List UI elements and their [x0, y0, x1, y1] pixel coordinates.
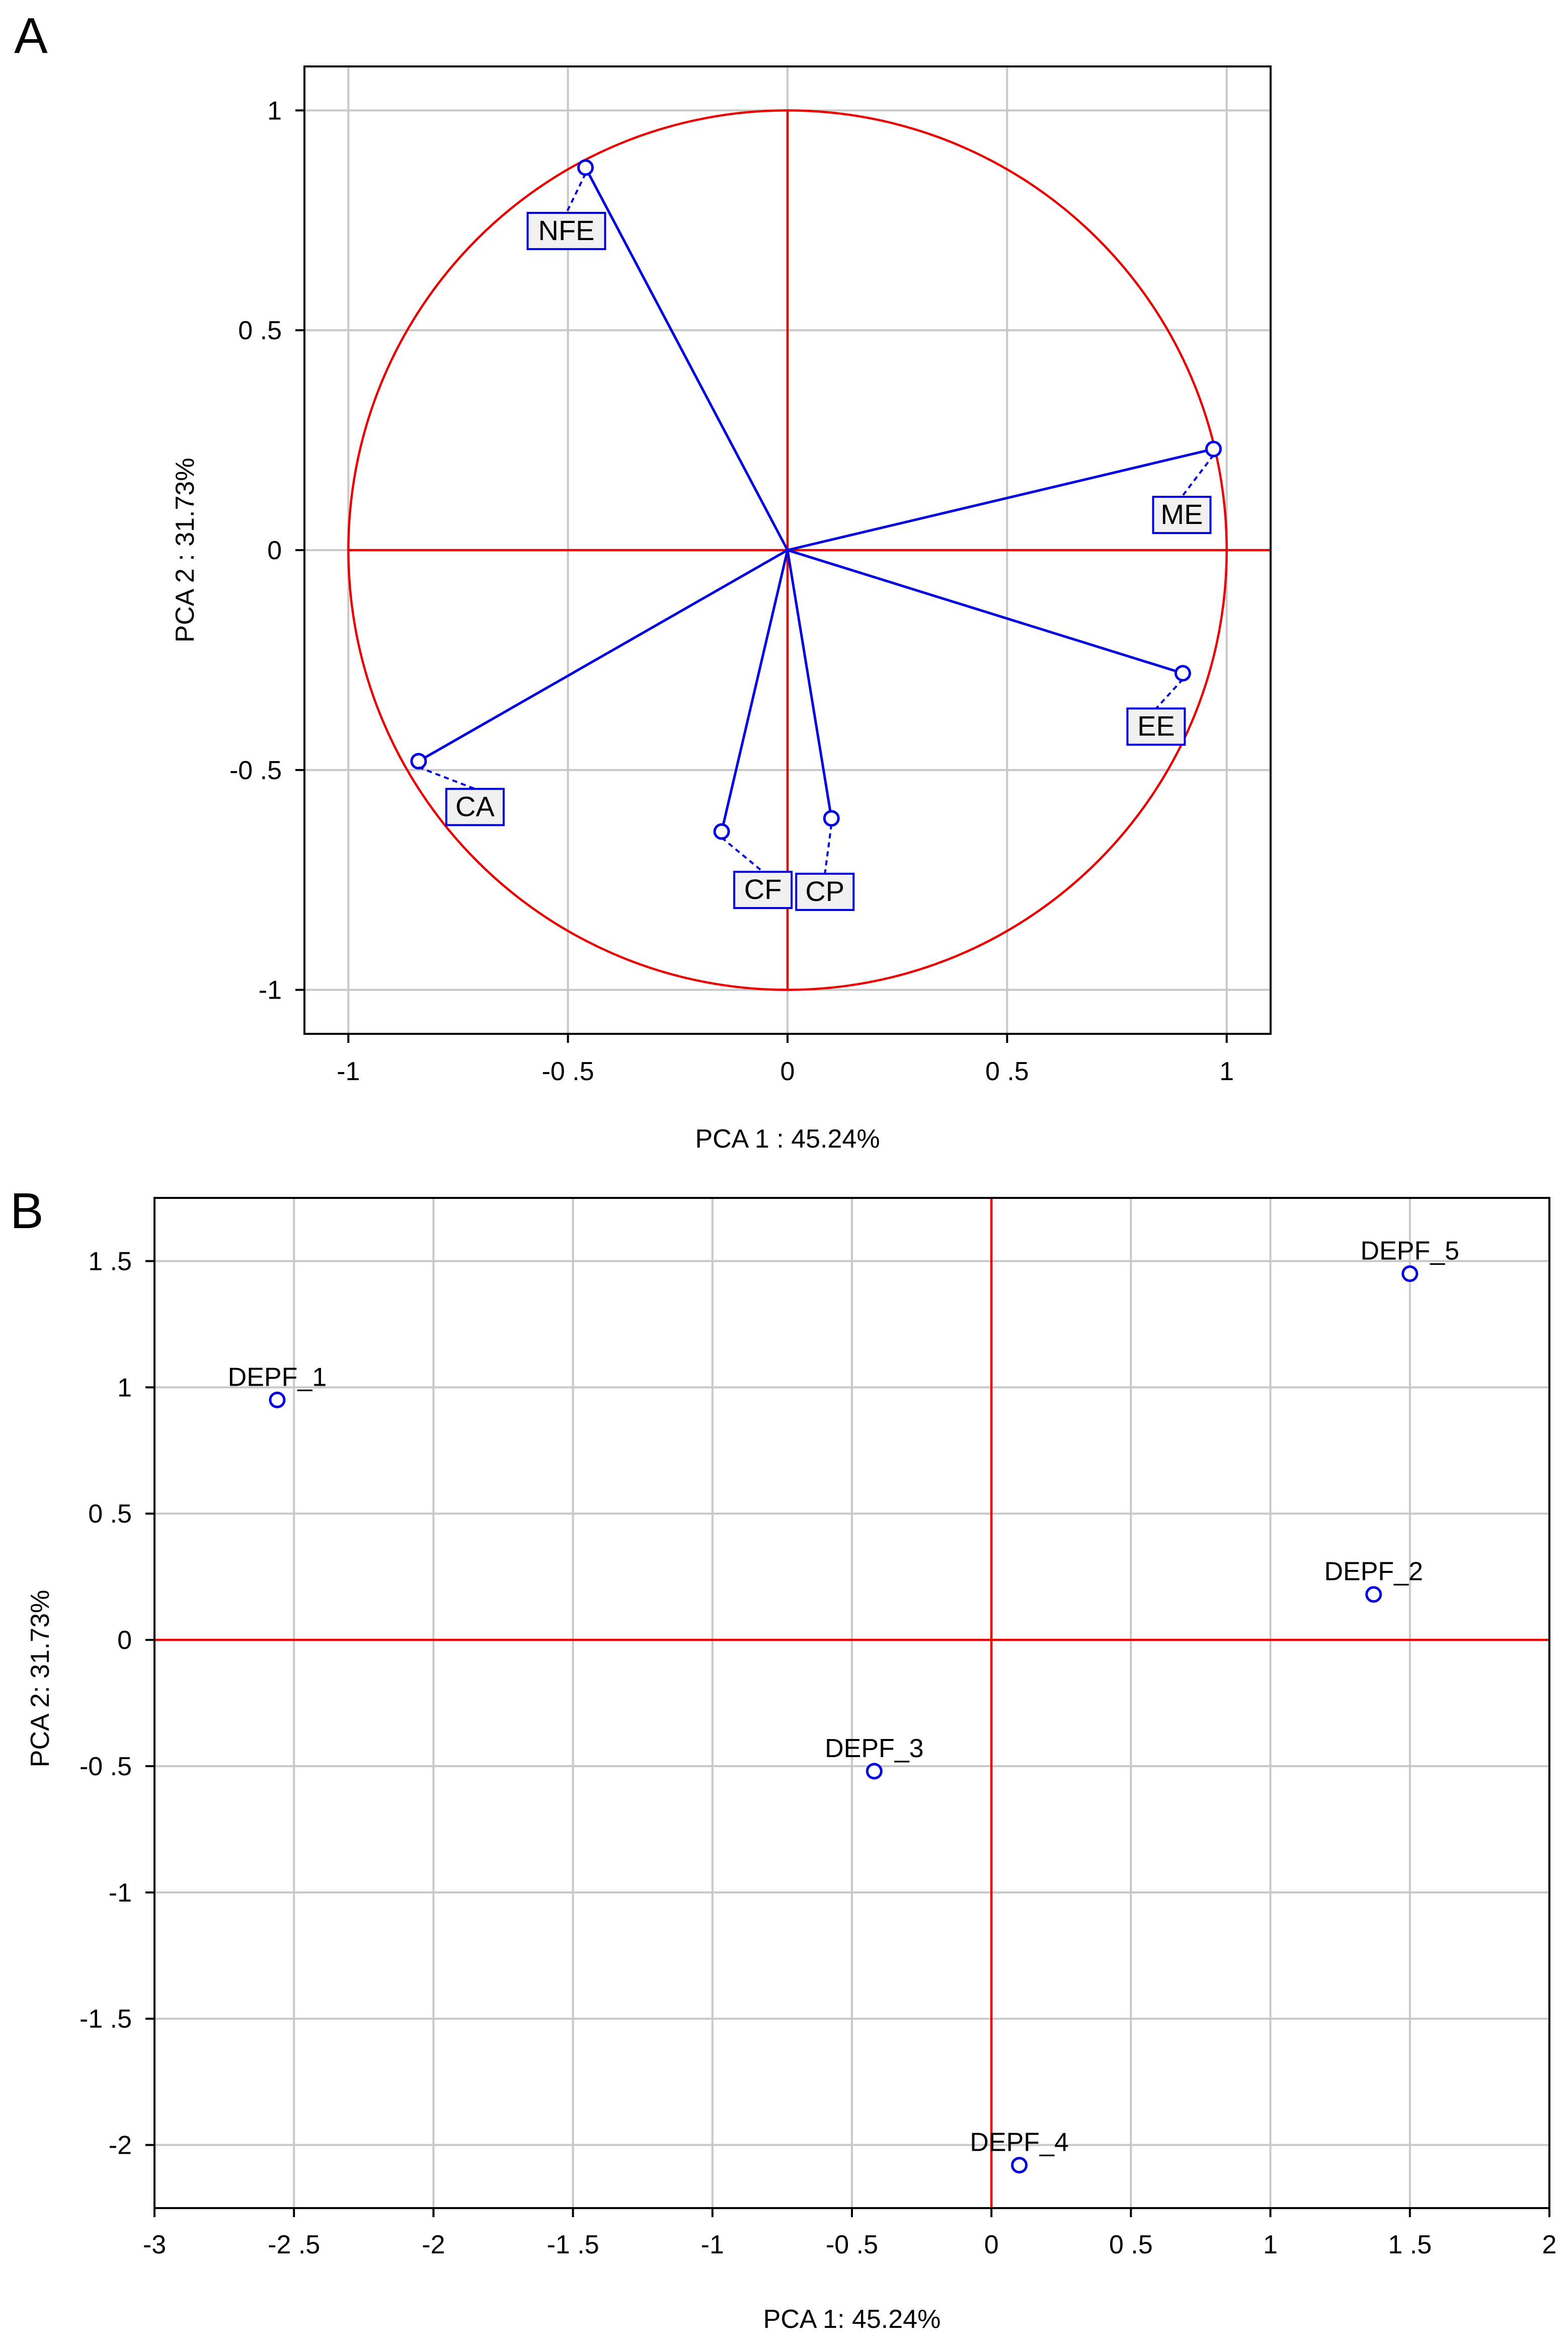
panel-a-loading-point: [1207, 442, 1221, 456]
panel-a-x-tick-label: 0 .5: [985, 1057, 1029, 1086]
panel-b-score-point: [1012, 2158, 1027, 2172]
panel-b-x-tick-label: 1 .5: [1388, 2230, 1432, 2259]
panel-b-letter: B: [10, 1183, 44, 1239]
panel-a-loading-point: [824, 811, 838, 825]
panel-a-loading-point: [715, 824, 729, 839]
panel-b-y-tick-label: -0 .5: [80, 1752, 132, 1781]
panel-a-variable-label: EE: [1137, 710, 1175, 742]
panel-b-x-tick-label: 0: [984, 2230, 999, 2259]
panel-b-y-tick-label: -1: [109, 1878, 132, 1908]
panel-a-y-tick-label: -1: [259, 976, 282, 1005]
panel-a-loading-point: [412, 754, 426, 768]
panel-a-variable-label: CP: [805, 875, 844, 907]
panel-b-x-tick-label: -2: [422, 2230, 445, 2259]
panel-a-variable-label: ME: [1161, 498, 1203, 530]
panel-b-x-tick-label: 1: [1263, 2230, 1278, 2259]
panel-a-variable-label: CA: [455, 790, 495, 822]
panel-a-loading-point: [579, 161, 593, 175]
panel-a-variable-label: CF: [744, 873, 782, 905]
panel-b-y-tick-label: -1 .5: [80, 2005, 132, 2034]
panel-b-y-tick-label: 1 .5: [88, 1247, 132, 1276]
panel-b-y-tick-label: 0: [117, 1626, 132, 1655]
panel-b-x-tick-label: -0 .5: [826, 2230, 878, 2259]
panel-b-point-label: DEPF_3: [825, 1734, 924, 1763]
panel-b-x-tick-label: -1 .5: [547, 2230, 599, 2259]
panel-b-point-label: DEPF_1: [228, 1363, 327, 1392]
panel-a-y-tick-label: -0 .5: [229, 756, 282, 785]
panel-a-variable-label: NFE: [538, 214, 595, 246]
panel-b-point-label: DEPF_2: [1324, 1557, 1423, 1586]
panel-b-x-tick-label: 0 .5: [1109, 2230, 1153, 2259]
panel-b-score-point: [867, 1764, 881, 1778]
panel-b-point-label: DEPF_5: [1361, 1237, 1460, 1266]
panel-b-x-tick-label: 2: [1542, 2230, 1557, 2259]
panel-b-x-tick-label: -1: [701, 2230, 724, 2259]
panel-b-y-tick-label: 0 .5: [88, 1499, 132, 1529]
panel-b-y-axis-title: PCA 2: 31.73%: [26, 1590, 55, 1768]
pca-figure: A NFE ME EE CA CF CP -1 -0 .5 0 0 .5 1 -1 -0 .5 0 0 .…: [0, 0, 1568, 2346]
panel-a-y-tick-label: 0 .5: [238, 316, 282, 345]
panel-a-x-axis-title: PCA 1 : 45.24%: [695, 1124, 880, 1154]
panel-b-x-tick-label: -2 .5: [268, 2230, 320, 2259]
panel-b-x-tick-label: -3: [143, 2230, 166, 2259]
panel-a-x-tick-label: 0: [780, 1057, 795, 1086]
panel-b-y-tick-label: 1: [117, 1373, 132, 1402]
panel-b-score-point: [1403, 1267, 1417, 1281]
panel-a-y-tick-label: 1: [267, 96, 282, 125]
panel-b-x-axis-title: PCA 1: 45.24%: [763, 2305, 941, 2334]
panel-a-x-tick-label: -1: [337, 1057, 360, 1086]
figure-background: [0, 0, 1568, 2346]
panel-b-y-tick-label: -2: [109, 2131, 132, 2160]
panel-a-letter: A: [14, 8, 48, 64]
panel-a-y-tick-label: 0: [267, 536, 282, 565]
panel-a-x-tick-label: 1: [1219, 1057, 1234, 1086]
panel-b-score-point: [270, 1393, 284, 1407]
panel-a-loading-point: [1175, 666, 1190, 680]
panel-b-point-label: DEPF_4: [970, 2128, 1069, 2157]
panel-a-y-axis-title: PCA 2 : 31.73%: [171, 458, 200, 642]
panel-a-x-tick-label: -0 .5: [542, 1057, 594, 1086]
panel-b-score-point: [1367, 1587, 1381, 1602]
